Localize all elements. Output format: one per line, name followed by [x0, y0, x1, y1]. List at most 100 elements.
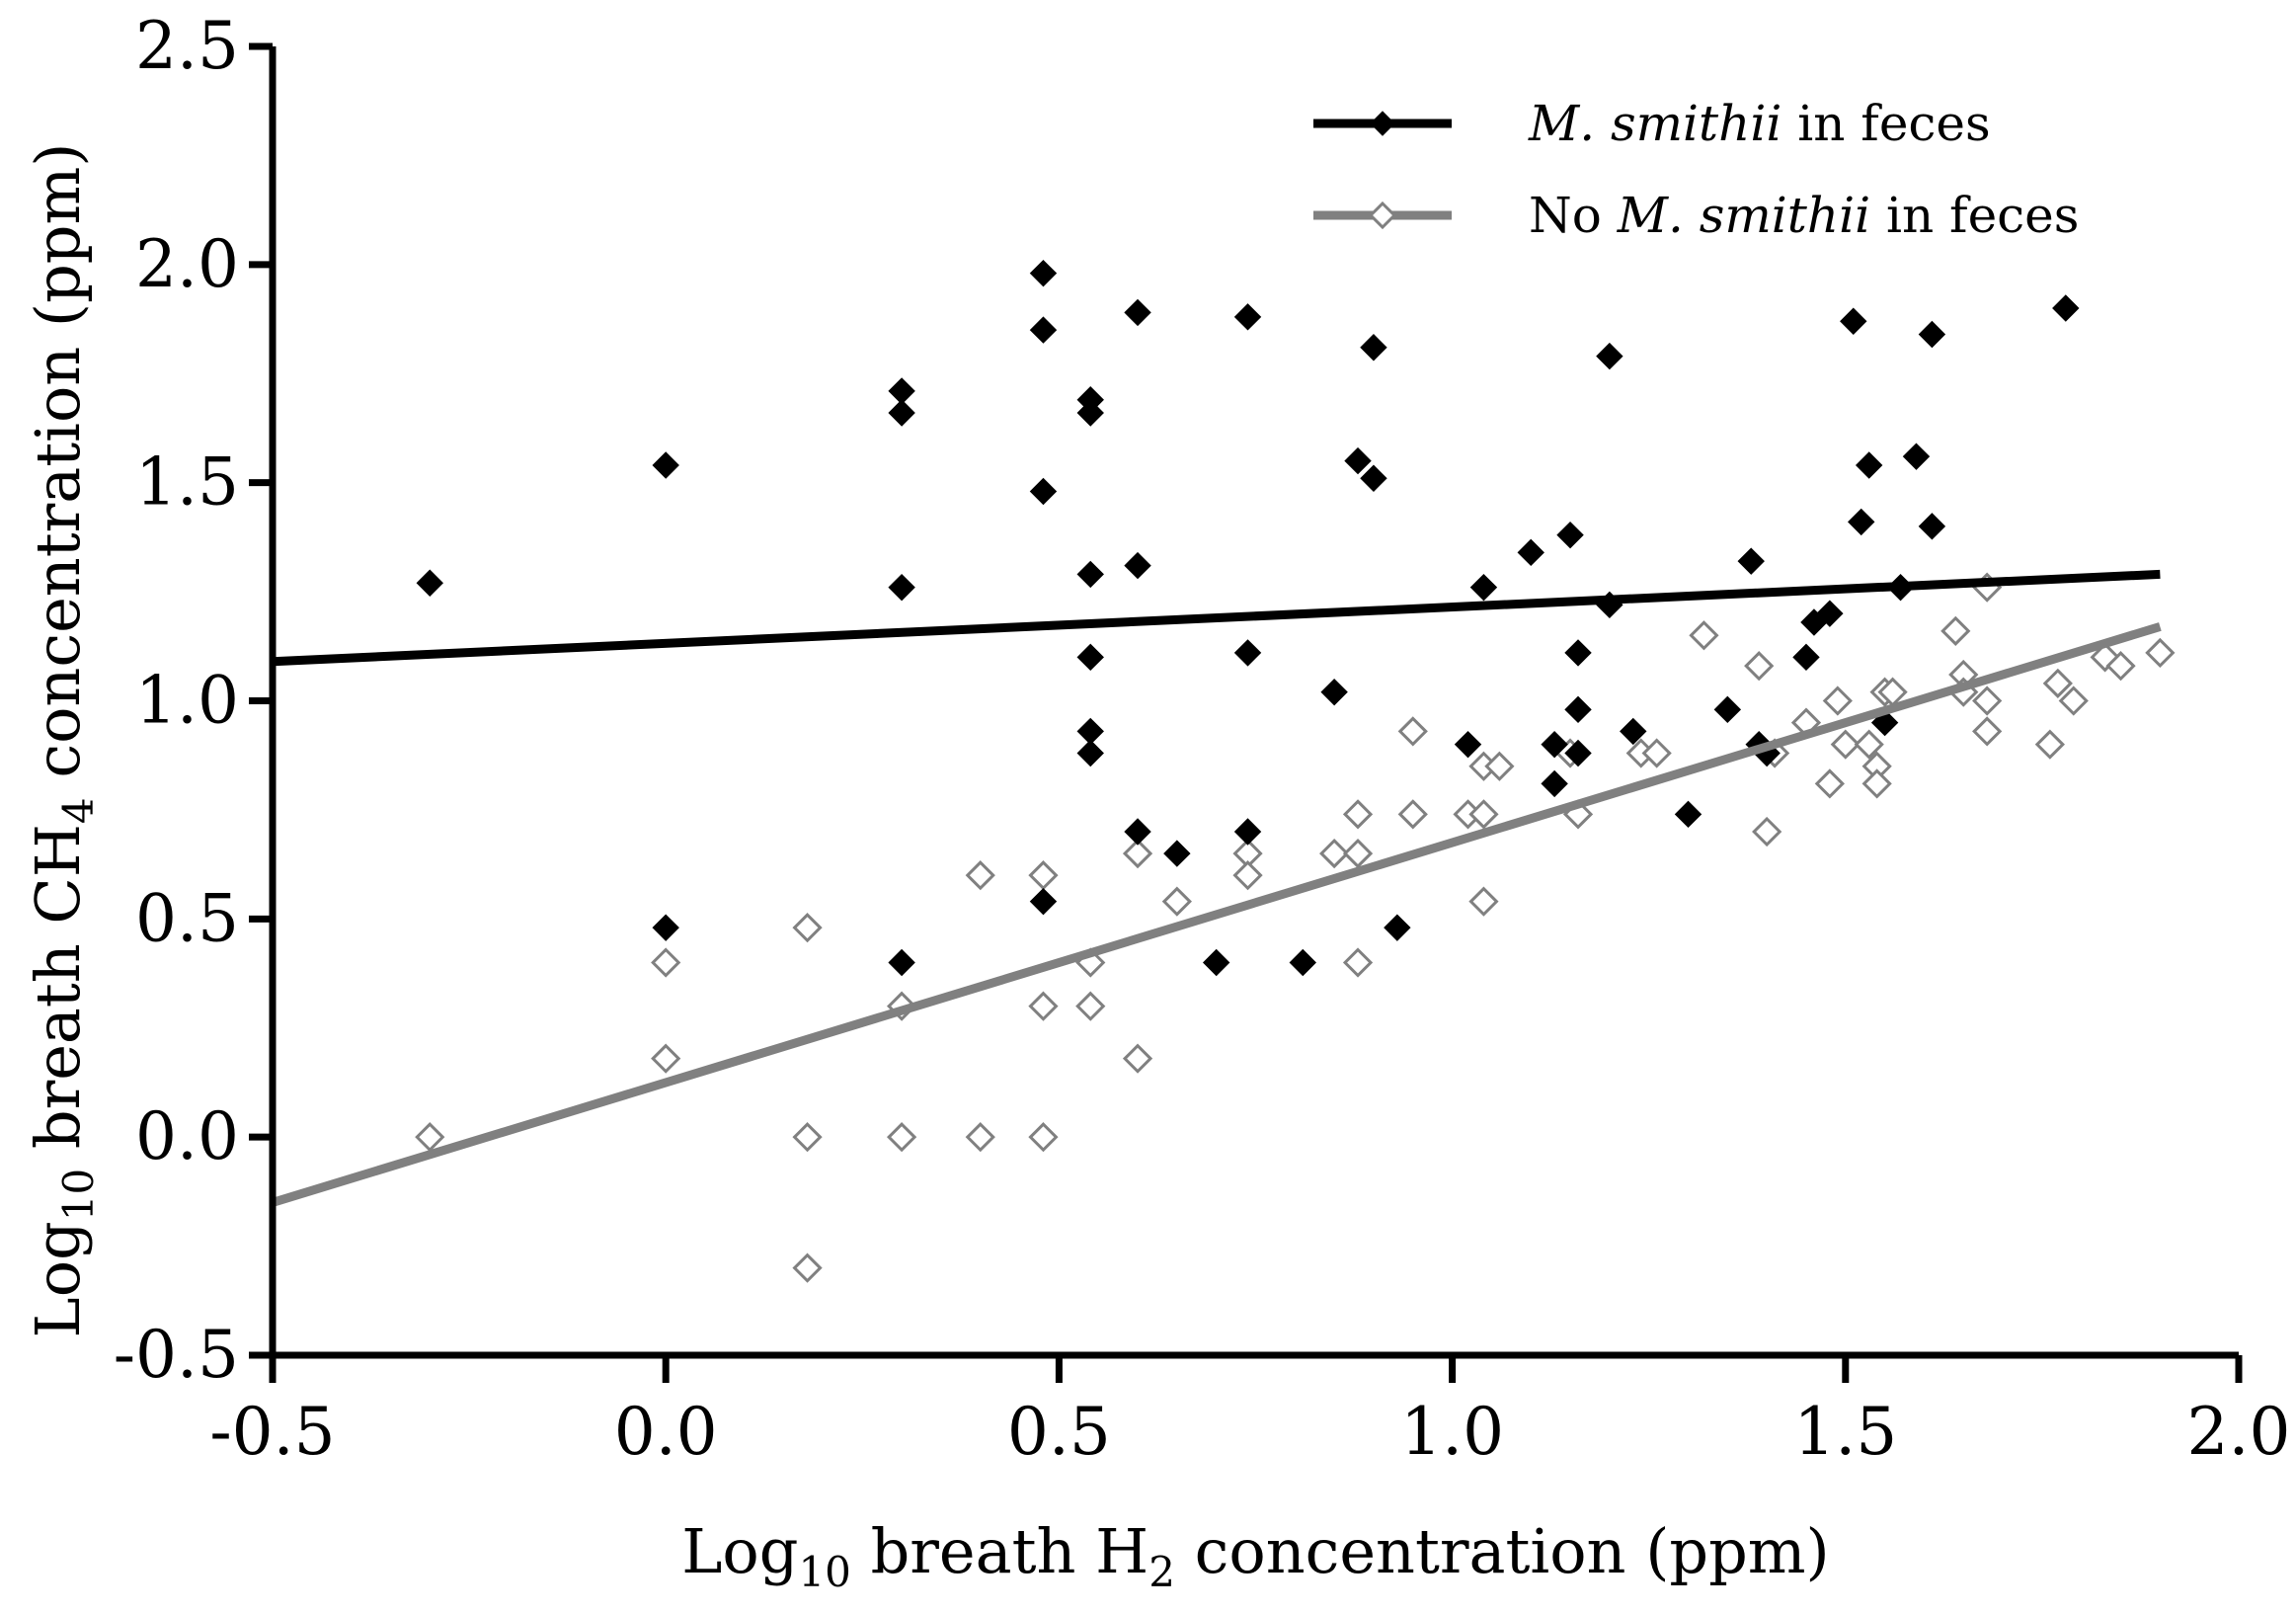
- data-point-no-smithii-2: [651, 1043, 681, 1074]
- x-axis-title: Log10 breath H2 concentration (ppm): [681, 1515, 1830, 1596]
- fit-line-no-smithii: [271, 622, 2162, 1207]
- fit-line-smithii: [272, 569, 2161, 667]
- data-point-no-smithii-28: [1468, 799, 1499, 830]
- data-point-smithii-17: [1124, 298, 1151, 327]
- data-point-no-smithii-55: [2042, 668, 2073, 698]
- x-axis-title-part-3: 2: [1148, 1548, 1175, 1596]
- y-axis-title-part-3: 4: [54, 797, 103, 824]
- data-point-no-smithii-9: [965, 1122, 995, 1153]
- data-point-no-smithii-59: [2145, 637, 2176, 669]
- x-axis-title-part-4: concentration (ppm): [1175, 1515, 1830, 1587]
- data-point-no-smithii-3: [792, 913, 823, 943]
- data-point-no-smithii-10: [1028, 860, 1059, 891]
- data-point-smithii-19: [1124, 818, 1151, 846]
- x-axis-title-part-0: Log: [681, 1515, 798, 1587]
- data-point-no-smithii-11: [1028, 991, 1059, 1021]
- data-point-smithii-57: [1918, 320, 1946, 349]
- x-tick-label-5: 2.0: [2187, 1394, 2291, 1470]
- data-point-no-smithii-8: [965, 860, 995, 891]
- data-point-smithii-25: [1289, 948, 1316, 977]
- data-point-smithii-40: [1596, 342, 1623, 370]
- data-point-no-smithii-7: [886, 1122, 917, 1153]
- data-point-smithii-27: [1344, 446, 1372, 475]
- y-tick-label-4: 1.5: [135, 444, 239, 521]
- data-point-smithii-0: [416, 569, 443, 597]
- data-point-smithii-10: [1029, 887, 1058, 916]
- y-axis-title-part-2: breath CH: [22, 824, 94, 1169]
- data-point-no-smithii-25: [1397, 799, 1428, 830]
- data-point-no-smithii-42: [1830, 729, 1861, 760]
- data-point-smithii-31: [1454, 730, 1482, 759]
- legend-marker-0: [1370, 111, 1395, 136]
- data-point-no-smithii-20: [1319, 838, 1350, 869]
- x-tick-label-2: 0.5: [1007, 1394, 1111, 1470]
- y-axis-title-part-0: Log: [22, 1221, 94, 1337]
- data-point-smithii-34: [1541, 730, 1568, 759]
- y-tick-label-3: 1.0: [135, 663, 239, 739]
- x-tick-label-1: 0.0: [614, 1394, 718, 1470]
- data-point-no-smithii-37: [1752, 816, 1782, 847]
- data-point-smithii-39: [1564, 739, 1592, 767]
- data-point-no-smithii-52: [1972, 686, 2003, 716]
- x-tick-label-0: -0.5: [209, 1394, 335, 1470]
- data-point-smithii-28: [1360, 464, 1387, 492]
- legend-marker-1: [1368, 201, 1397, 230]
- data-point-smithii-21: [1202, 948, 1230, 977]
- data-point-smithii-44: [1713, 695, 1742, 724]
- legend-label-1: No M. smithii in feces: [1529, 187, 2079, 244]
- data-point-smithii-20: [1163, 840, 1191, 867]
- data-point-no-smithii-54: [2034, 729, 2065, 760]
- data-point-no-smithii-1: [651, 947, 681, 978]
- data-point-smithii-6: [888, 948, 915, 977]
- data-point-smithii-4: [888, 399, 915, 427]
- data-point-no-smithii-41: [1822, 686, 1853, 716]
- data-point-no-smithii-21: [1342, 799, 1374, 830]
- data-point-no-smithii-48: [1940, 615, 1971, 646]
- data-point-smithii-35: [1541, 769, 1568, 798]
- y-tick-label-1: 0.0: [135, 1098, 239, 1174]
- data-point-smithii-36: [1556, 521, 1584, 549]
- x-axis-title-part-2: breath H: [851, 1515, 1148, 1587]
- x-tick-label-4: 1.5: [1793, 1394, 1897, 1470]
- data-point-smithii-51: [1840, 307, 1867, 335]
- data-point-smithii-24: [1233, 818, 1262, 846]
- data-point-smithii-2: [652, 914, 679, 941]
- data-point-smithii-32: [1469, 573, 1498, 602]
- data-point-smithii-37: [1564, 639, 1592, 667]
- data-point-smithii-5: [888, 573, 915, 602]
- data-point-smithii-22: [1233, 303, 1262, 331]
- y-axis-title-part-4: concentration (ppm): [22, 143, 94, 798]
- data-point-no-smithii-14: [1075, 991, 1106, 1021]
- data-point-smithii-59: [2052, 294, 2080, 322]
- data-point-no-smithii-56: [2058, 686, 2089, 716]
- data-point-smithii-1: [652, 451, 679, 479]
- data-point-no-smithii-43: [1854, 729, 1884, 760]
- legend-label-1-prefix: No: [1529, 187, 1618, 244]
- y-axis-title-part-1: 10: [54, 1169, 103, 1221]
- data-point-smithii-38: [1564, 695, 1592, 724]
- data-point-no-smithii-30: [1484, 751, 1515, 781]
- series-layer: [271, 259, 2176, 1283]
- data-point-smithii-56: [1902, 443, 1931, 470]
- data-point-no-smithii-53: [1972, 716, 2003, 747]
- legend-label-0-suffix: in feces: [1781, 95, 1990, 152]
- data-point-smithii-53: [1855, 451, 1883, 479]
- y-tick-label-2: 0.5: [135, 880, 239, 956]
- data-point-no-smithii-40: [1814, 768, 1845, 799]
- y-axis-title: Log10 breath CH4 concentration (ppm): [22, 143, 103, 1338]
- data-point-smithii-18: [1124, 551, 1151, 580]
- data-point-no-smithii-23: [1342, 947, 1374, 978]
- data-point-smithii-45: [1737, 547, 1765, 575]
- data-point-no-smithii-58: [2105, 651, 2136, 682]
- data-point-smithii-12: [1076, 399, 1104, 427]
- data-point-no-smithii-36: [1744, 651, 1775, 682]
- legend-label-1-species: M. smithii: [1617, 187, 1870, 244]
- data-point-smithii-9: [1029, 477, 1058, 506]
- data-point-no-smithii-15: [1122, 838, 1153, 869]
- data-point-smithii-50: [1816, 600, 1844, 627]
- data-point-smithii-16: [1076, 739, 1104, 767]
- data-point-smithii-8: [1029, 316, 1058, 344]
- y-tick-label-5: 2.0: [135, 226, 239, 302]
